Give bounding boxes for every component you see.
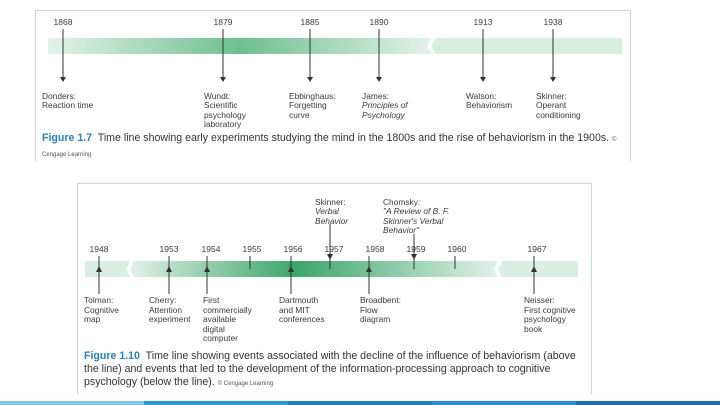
event-broadbent: Broadbent: Flow diagram xyxy=(360,295,401,325)
year-label: 1868 xyxy=(53,17,73,27)
year-label: 1948 xyxy=(89,244,109,254)
timeline-bar-segment xyxy=(85,261,130,277)
figure-1-10-timeline xyxy=(85,224,578,294)
timeline-bar-segment xyxy=(431,38,622,54)
footer-stripe xyxy=(0,401,144,405)
caption-text: Time line showing events associated with… xyxy=(84,350,576,389)
event-chomsky-review: Chomsky: "A Review of B. F. Skinner's Ver… xyxy=(383,196,450,236)
year-label: 1956 xyxy=(283,244,303,254)
event-james: James: Principles of Psychology xyxy=(362,90,408,120)
year-label: 1885 xyxy=(300,17,320,27)
tick-marks xyxy=(62,29,554,81)
figure-1-10-panel: 1948 1953 1954 1955 1956 1957 1958 1959 … xyxy=(77,183,592,394)
footer-color-bar xyxy=(0,401,720,405)
caption-label: Figure 1.7 xyxy=(42,132,93,144)
year-label: 1958 xyxy=(365,244,385,254)
timeline-bar-segment xyxy=(130,261,498,277)
event-wundt: Wundt: Scientific psychology laboratory xyxy=(204,90,246,130)
footer-stripe xyxy=(144,401,288,405)
caption-label: Figure 1.10 xyxy=(84,350,140,362)
event-watson: Watson: Behaviorism xyxy=(466,90,513,111)
footer-stripe xyxy=(576,401,720,405)
event-cherry: Cherry: Attention experiment xyxy=(149,295,191,325)
year-label: 1913 xyxy=(473,17,493,27)
year-label: 1955 xyxy=(242,244,262,254)
event-first-computer: First commercially available digital com… xyxy=(203,295,252,344)
year-label: 1967 xyxy=(527,244,547,254)
caption-text: Time line showing early experiments stud… xyxy=(97,132,610,144)
event-skinner: Skinner: Operant conditioning xyxy=(536,90,581,120)
event-dartmouth-mit: Dartmouth and MIT conferences xyxy=(279,295,325,325)
event-neisser: Neisser: First cognitive psychology book xyxy=(524,295,576,334)
footer-stripe xyxy=(288,401,432,405)
event-tolman: Tolman: Cognitive map xyxy=(84,295,119,325)
tick-marks xyxy=(98,224,535,294)
year-label: 1960 xyxy=(447,244,467,254)
year-label: 1879 xyxy=(213,17,233,27)
figure-1-7-caption: Figure 1.7 Time line showing early exper… xyxy=(42,132,622,162)
event-ebbinghaus: Ebbinghaus: Forgetting curve xyxy=(289,90,336,120)
timeline-bar-segment xyxy=(48,38,432,54)
event-skinner-verbal-behavior: Skinner: Verbal Behavior xyxy=(315,196,349,226)
figure-1-7-panel: 1868 1879 1885 1890 1913 1938 Donders: Re… xyxy=(35,10,631,161)
year-label: 1959 xyxy=(406,244,426,254)
credit: © Cengage Learning xyxy=(217,381,274,388)
footer-stripe xyxy=(432,401,576,405)
year-label: 1953 xyxy=(159,244,179,254)
timeline-bar-segment xyxy=(498,261,578,277)
year-label: 1890 xyxy=(369,17,389,27)
figure-1-10-caption: Figure 1.10 Time line showing events ass… xyxy=(84,350,584,392)
figure-1-7-timeline xyxy=(48,29,622,82)
year-label: 1938 xyxy=(543,17,563,27)
credit: © Cengage Learning xyxy=(42,137,617,159)
event-donders: Donders: Reaction time xyxy=(42,90,94,111)
year-label: 1954 xyxy=(201,244,221,254)
year-label: 1957 xyxy=(324,244,344,254)
